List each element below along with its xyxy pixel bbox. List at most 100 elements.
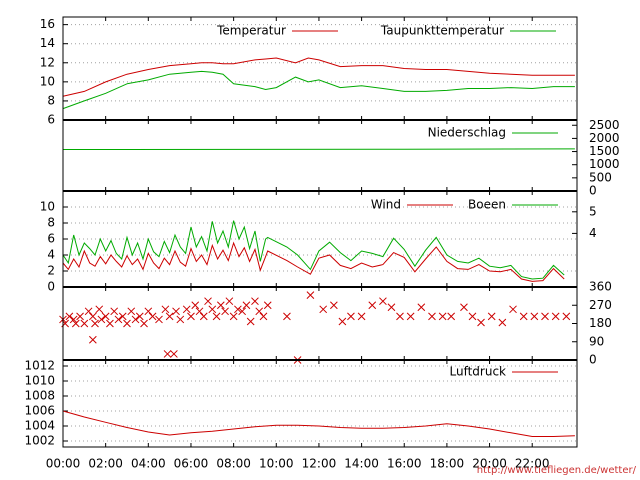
- direction-point: [155, 315, 163, 324]
- direction-point: [84, 307, 93, 316]
- direction-point: [406, 312, 415, 321]
- y2-tick-label: 5: [589, 204, 597, 218]
- direction-point: [208, 305, 217, 314]
- y-tick-label: 4: [47, 248, 55, 262]
- legend-label: Niederschlag: [428, 126, 506, 140]
- y-tick-label: 6: [47, 113, 55, 127]
- direction-point: [221, 307, 229, 316]
- direction-point: [530, 312, 539, 321]
- legend-label: Wind: [371, 198, 401, 212]
- y-tick-label: 1010: [24, 374, 55, 388]
- y2-tick-label: 0: [589, 184, 597, 198]
- y2-tick-label: 2500: [589, 118, 620, 132]
- y2-tick-label: 4: [589, 226, 597, 240]
- y-tick-label: 1008: [24, 389, 55, 403]
- direction-point: [487, 312, 496, 321]
- direction-point: [182, 305, 191, 314]
- y-tick-label: 16: [40, 17, 55, 31]
- x-tick-label: 04:00: [131, 457, 166, 471]
- y-tick-label: 0: [47, 280, 55, 294]
- y-tick-label: 2: [47, 264, 55, 278]
- x-tick-label: 02:00: [88, 457, 123, 471]
- footer-url: http://www.tiefliegen.de/wetter/: [477, 465, 637, 476]
- direction-point: [187, 312, 195, 321]
- y2-tick-label: 500: [589, 170, 612, 184]
- x-tick-label: 10:00: [259, 457, 294, 471]
- direction-point: [80, 319, 89, 328]
- direction-point: [330, 301, 338, 310]
- direction-point: [225, 297, 234, 306]
- y2-tick-label: 360: [589, 280, 612, 294]
- direction-point: [106, 319, 114, 328]
- direction-point: [246, 317, 255, 326]
- direction-point: [255, 307, 264, 316]
- direction-point: [71, 319, 80, 328]
- direction-point: [172, 307, 180, 316]
- direction-point: [95, 305, 104, 314]
- direction-point: [283, 312, 291, 321]
- direction-point: [498, 318, 507, 327]
- direction-point: [191, 301, 200, 310]
- direction-point: [123, 319, 131, 328]
- direction-point: [379, 297, 387, 306]
- direction-point: [65, 312, 74, 321]
- direction-point: [195, 307, 204, 316]
- direction-point: [204, 297, 212, 306]
- y2-tick-label: 0: [589, 353, 597, 367]
- direction-point: [460, 303, 468, 312]
- x-tick-label: 08:00: [216, 457, 251, 471]
- direction-point: [110, 307, 119, 316]
- direction-point: [212, 312, 221, 321]
- legend-label: Luftdruck: [449, 365, 506, 379]
- series-line: [62, 220, 565, 280]
- direction-point: [135, 312, 144, 321]
- direction-point: [165, 312, 174, 321]
- x-tick-label: 00:00: [46, 457, 81, 471]
- direction-point: [319, 305, 328, 314]
- direction-point: [170, 350, 178, 358]
- direction-point: [259, 312, 268, 321]
- direction-point: [114, 315, 123, 324]
- y-tick-label: 1006: [24, 404, 55, 418]
- x-tick-label: 12:00: [302, 457, 337, 471]
- direction-point: [76, 312, 84, 321]
- x-tick-label: 20:00: [472, 457, 507, 471]
- direction-point: [263, 301, 272, 310]
- y2-tick-label: 1000: [589, 157, 620, 171]
- direction-point: [447, 312, 456, 321]
- direction-point: [140, 319, 148, 328]
- series-line: [62, 70, 575, 110]
- y-tick-label: 1002: [24, 434, 55, 448]
- direction-point: [97, 315, 106, 324]
- x-tick-label: 14:00: [344, 457, 379, 471]
- direction-point: [387, 303, 396, 312]
- direction-point: [551, 312, 560, 321]
- direction-point: [519, 312, 528, 321]
- direction-point: [396, 312, 404, 321]
- direction-point: [428, 312, 436, 321]
- direction-point: [131, 315, 140, 324]
- x-tick-label: 22:00: [515, 457, 550, 471]
- direction-point: [216, 301, 225, 310]
- y-tick-label: 14: [40, 36, 55, 50]
- direction-point: [144, 307, 153, 316]
- y2-tick-label: 1500: [589, 144, 620, 158]
- x-tick-label: 16:00: [387, 457, 422, 471]
- direction-point: [89, 312, 97, 321]
- y-tick-label: 8: [47, 93, 55, 107]
- y2-tick-label: 180: [589, 316, 612, 330]
- legend-label: Temperatur: [216, 24, 286, 38]
- direction-point: [69, 315, 78, 324]
- direction-point: [306, 291, 315, 299]
- direction-point: [438, 312, 447, 321]
- direction-point: [562, 312, 571, 321]
- direction-point: [148, 312, 157, 321]
- y-tick-label: 10: [40, 74, 55, 88]
- direction-point: [163, 350, 172, 358]
- y-tick-label: 10: [40, 200, 55, 214]
- direction-point: [118, 312, 127, 321]
- direction-point: [357, 312, 366, 321]
- direction-point: [509, 305, 517, 314]
